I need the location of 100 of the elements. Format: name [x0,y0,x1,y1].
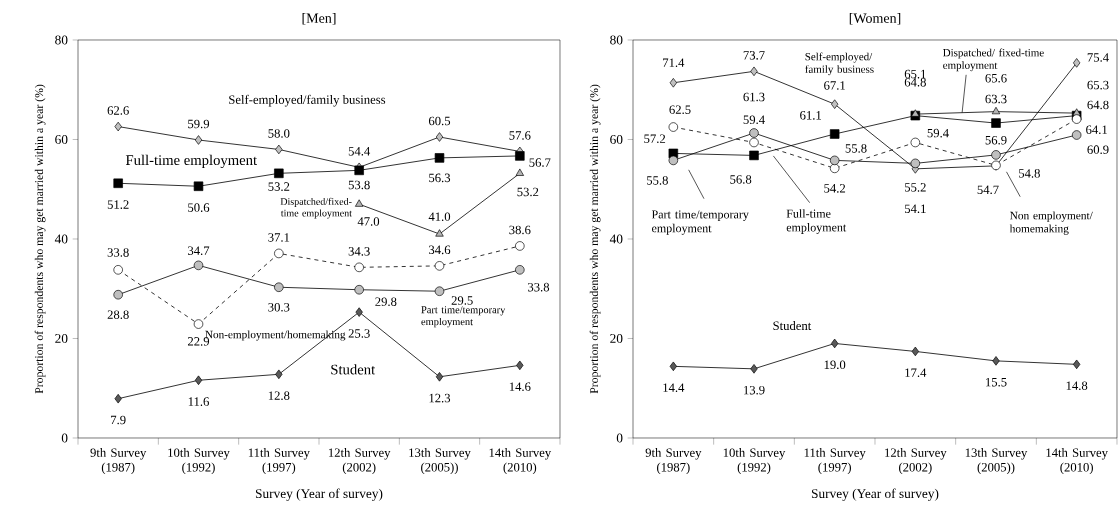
data-label: 57.2 [644,134,666,144]
data-label: 12.8 [268,391,290,400]
data-label: 34.3 [348,247,370,256]
data-label: 55.8 [845,144,867,153]
series-label: Part time/temporary employment [421,306,506,328]
x-tick-label: 13th Survey (2005)) [409,448,471,475]
data-label: 59.9 [188,119,210,129]
x-tick-label: 14th Survey (2010) [489,448,552,475]
data-label: 25.3 [348,329,370,338]
data-label: 65.1 [904,69,926,79]
data-label: 11.6 [188,397,209,406]
data-label: 29.8 [375,297,397,307]
chart-title: [Women] [849,13,901,25]
y-tick-label: 20 [610,333,623,343]
y-axis-title: Proportion of respondents who may get married within a year (%) [589,84,601,394]
x-tick-label: 9th Survey (1987) [90,448,147,475]
series-label: Full-time employment [125,154,258,169]
data-label: 53.8 [348,180,370,190]
series-label: Dispatched/fixed-time employment [280,197,352,219]
x-tick-label: 12th Survey (2002) [328,448,391,475]
y-tick-label: 0 [61,433,68,443]
x-tick-label: 12th Survey (2002) [885,448,947,475]
y-tick-label: 40 [609,234,623,244]
data-label: 62.6 [107,106,129,115]
data-label: 59.4 [743,115,765,125]
data-label: 53.2 [517,187,539,197]
data-label: 65.6 [985,74,1007,83]
data-label: 58.0 [268,129,290,138]
y-tick-label: 20 [55,333,68,343]
text: Full-time employment [786,209,847,234]
text: Part time/temporary employment [651,210,749,235]
data-label: 57.6 [509,131,531,140]
x-axis-title: Survey (Year of survey) [255,488,383,501]
x-tick-label: 11th Survey (1997) [804,448,866,475]
data-label: 37.1 [268,233,290,242]
data-label: 47.0 [357,217,380,226]
data-label: 60.9 [1087,145,1109,154]
data-label: 54.2 [824,184,846,193]
data-label: 50.6 [188,203,210,212]
data-label: 55.8 [646,176,668,185]
data-label: 61.3 [743,92,765,102]
data-label: 28.8 [107,310,129,320]
x-axis-title: Survey (Year of survey) [811,488,939,501]
data-label: 29.5 [451,296,473,305]
y-tick-label: 40 [54,234,68,244]
y-axis-title: Proportion of respondents who may get married within a year (%) [34,84,46,394]
data-label: 64.1 [1086,125,1107,135]
data-label: 33.8 [528,282,550,292]
data-label: 67.1 [824,81,845,90]
chart-title: [Men] [302,13,336,25]
data-label: 7.9 [111,415,126,425]
y-tick-label: 60 [55,134,68,144]
data-label: 53.2 [268,182,290,191]
y-tick-label: 0 [616,433,623,443]
x-tick-label: 13th Survey (2005)) [965,448,1028,475]
x-tick-label: 14th Survey (2010) [1046,448,1108,475]
data-label: 12.3 [429,393,451,403]
data-label: 13.9 [744,385,765,395]
y-tick-label: 60 [610,134,623,144]
data-label: 19.0 [824,360,846,370]
data-label: 55.2 [904,183,926,192]
data-label: 54.8 [1018,169,1040,178]
data-label: 15.5 [986,377,1007,387]
data-label: 14.4 [663,383,685,392]
data-label: 56.9 [985,135,1007,145]
data-label: 73.7 [743,51,765,60]
x-tick-label: 10th Survey (1992) [168,448,230,475]
data-label: 61.1 [800,111,821,120]
data-label: 71.4 [663,58,685,68]
data-label: 54.1 [904,204,926,214]
text: Dispatched/ fixed-time employment [943,48,1044,72]
data-label: 14.6 [509,382,531,391]
data-label: 56.7 [529,158,551,167]
data-label: 60.5 [428,116,451,126]
data-label: 54.4 [348,147,371,156]
data-label: 75.4 [1087,53,1109,62]
data-label: 54.7 [977,185,999,195]
data-label: 65.3 [1087,80,1109,90]
y-tick-label: 80 [55,35,68,45]
data-label: 56.8 [730,175,752,184]
text: Non employment/ homemaking [1009,211,1093,235]
text: Self-employed/family business [229,94,386,107]
data-label: 30.3 [268,302,290,312]
data-label: 51.2 [107,200,129,209]
x-tick-label: 9th Survey (1987) [645,448,702,475]
data-label: 38.6 [509,225,531,235]
data-label: 34.6 [429,245,451,255]
data-label: 64.8 [1087,100,1109,110]
data-label: 59.4 [927,128,949,138]
x-tick-label: 10th Survey (1992) [723,448,786,475]
series-label: Self-employed/ family business [805,52,874,76]
series-label: Student [331,364,376,375]
data-label: 63.3 [985,94,1007,104]
data-label: 34.7 [188,246,210,255]
data-label: 41.0 [428,212,451,221]
y-tick-label: 80 [610,35,623,45]
series-label: Student [773,321,812,331]
data-label: 17.4 [905,368,927,378]
x-tick-label: 11th Survey (1997) [248,448,310,475]
data-label: 14.8 [1066,381,1088,390]
